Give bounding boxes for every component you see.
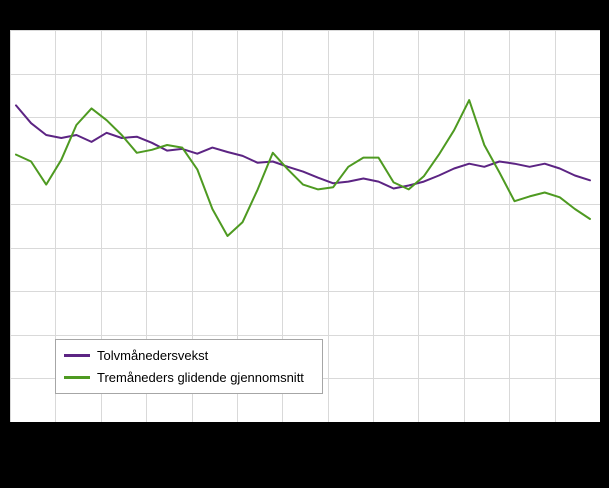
legend: Tolvmånedersvekst Tremåneders glidende g… [55,339,323,394]
legend-item-tolvmanedersvekst: Tolvmånedersvekst [64,349,312,362]
line-chart [10,30,600,422]
legend-item-tremaneders-glidende-gjennomsnitt: Tremåneders glidende gjennomsnitt [64,371,312,384]
legend-line-swatch-purple [64,354,90,357]
legend-label: Tremåneders glidende gjennomsnitt [97,370,304,385]
legend-line-swatch-green [64,376,90,379]
plot-area: Tolvmånedersvekst Tremåneders glidende g… [10,30,600,422]
legend-label: Tolvmånedersvekst [97,348,209,363]
